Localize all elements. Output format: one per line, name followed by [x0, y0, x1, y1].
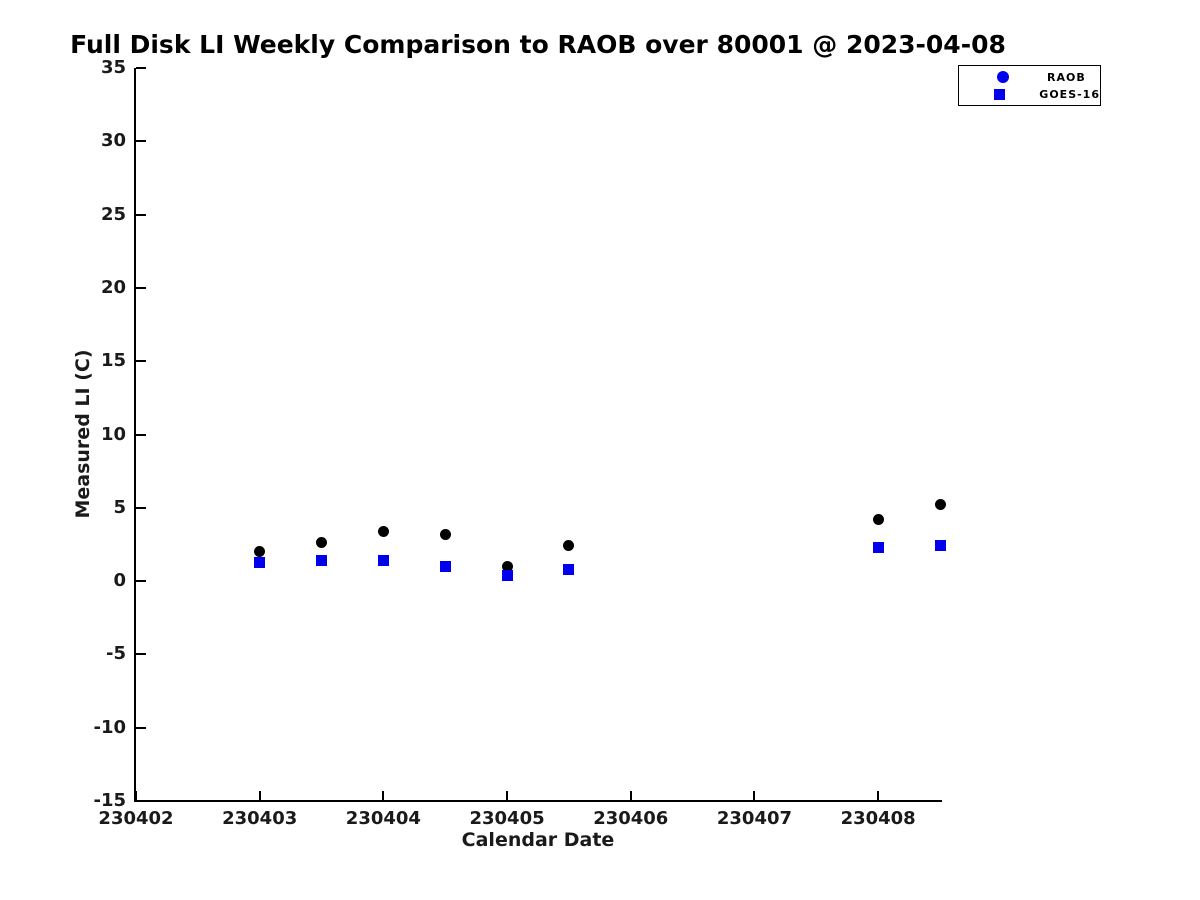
legend-label-raob: RAOB: [1047, 70, 1086, 84]
raob-data-point: [377, 525, 389, 537]
y-tick: [136, 67, 146, 69]
x-tick: [629, 791, 632, 801]
y-tick-label: 20: [100, 276, 126, 298]
y-tick: [136, 653, 146, 656]
x-tick-label: 230408: [840, 808, 916, 829]
x-tick-label: 230404: [345, 808, 421, 829]
raob-data-point: [316, 537, 328, 549]
x-tick-label: 230402: [98, 808, 174, 829]
y-tick: [136, 580, 146, 583]
raob-data-point: [934, 499, 946, 511]
y-tick-label: 15: [100, 350, 126, 372]
x-axis-label: Calendar Date: [461, 829, 615, 851]
goes-16-data-point: [439, 560, 451, 572]
legend-item-goes16: GOES-16: [959, 87, 1100, 101]
x-axis-line: [134, 800, 942, 802]
raob-data-point: [872, 514, 884, 526]
y-axis-line: [134, 68, 136, 802]
goes-16-data-point: [501, 569, 513, 581]
goes-16-data-point: [934, 540, 946, 552]
y-tick: [136, 506, 146, 509]
x-tick-label: 230406: [593, 808, 669, 829]
legend-label-goes16: GOES-16: [1039, 87, 1100, 101]
y-tick-label: 10: [100, 423, 126, 445]
y-tick-label: -15: [93, 790, 126, 811]
chart-title: Full Disk LI Weekly Comparison to RAOB o…: [70, 30, 1006, 59]
y-tick-label: -5: [106, 643, 126, 665]
goes-16-data-point: [563, 563, 575, 575]
y-tick-label: 30: [100, 130, 126, 152]
raob-data-point: [439, 528, 451, 540]
y-tick: [136, 286, 146, 289]
y-tick-label: 5: [113, 496, 126, 518]
y-tick-label: 25: [100, 203, 126, 225]
x-tick: [382, 791, 385, 801]
y-tick: [136, 360, 146, 363]
x-tick: [877, 791, 880, 801]
x-tick: [753, 791, 756, 801]
goes16-square-marker-icon: [993, 88, 1005, 100]
y-tick-label: 35: [100, 57, 126, 78]
goes-16-data-point: [872, 541, 884, 553]
goes-16-data-point: [254, 556, 266, 568]
y-tick: [136, 433, 146, 436]
y-tick: [136, 213, 146, 216]
x-tick-label: 230403: [222, 808, 298, 829]
raob-data-point: [563, 540, 575, 552]
y-tick-label: 0: [113, 570, 126, 592]
raob-data-point: [501, 560, 513, 572]
y-tick-label: -10: [93, 716, 126, 738]
x-tick: [506, 791, 509, 801]
x-tick-label: 230405: [469, 808, 545, 829]
raob-circle-marker-icon: [997, 71, 1009, 83]
goes-16-data-point: [377, 555, 389, 567]
x-tick-label: 230407: [716, 808, 793, 829]
y-tick: [136, 140, 146, 143]
raob-data-point: [254, 546, 266, 558]
y-tick: [136, 800, 146, 802]
x-tick: [258, 791, 261, 801]
legend: RAOB GOES-16: [958, 65, 1101, 106]
y-tick: [136, 726, 146, 729]
goes-16-data-point: [316, 555, 328, 567]
legend-item-raob: RAOB: [959, 70, 1100, 84]
x-tick: [135, 791, 137, 801]
